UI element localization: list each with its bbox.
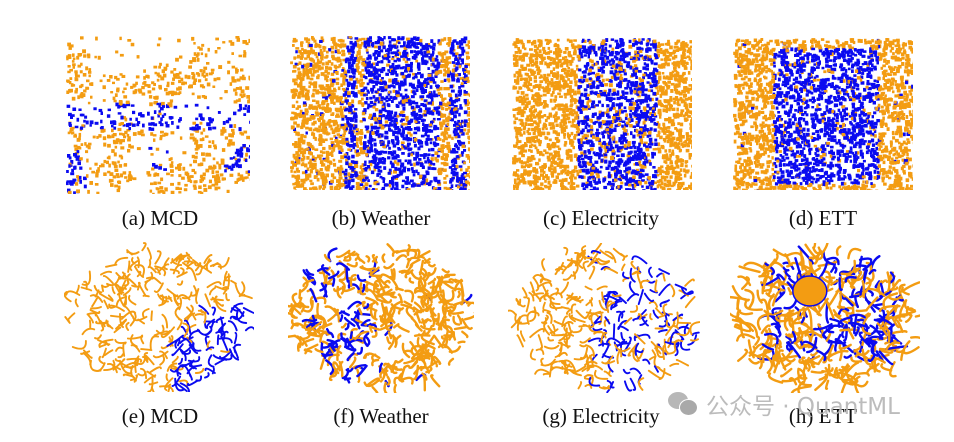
caption-h: (h) ETT: [788, 404, 858, 428]
scatter-plot: [290, 36, 470, 190]
tsne-plot: [64, 242, 254, 392]
tsne-plot: [508, 243, 700, 393]
panel-g: [508, 243, 700, 393]
panel-c: [512, 38, 692, 190]
panel-h: [730, 243, 920, 393]
wechat-icon: [668, 392, 698, 416]
scatter-plot: [733, 38, 913, 190]
caption-d: (d) ETT: [788, 206, 858, 230]
caption-b: (b) Weather: [331, 206, 431, 230]
caption-e: (e) MCD: [121, 404, 199, 428]
caption-g: (g) Electricity: [542, 404, 660, 428]
caption-f: (f) Weather: [333, 404, 429, 428]
watermark: 公众号 · QuantML: [668, 387, 900, 421]
scatter-plot: [66, 36, 250, 194]
panel-b: [290, 36, 470, 190]
caption-a: (a) MCD: [121, 206, 199, 230]
panel-f: [288, 243, 474, 393]
caption-c: (c) Electricity: [542, 206, 660, 230]
scatter-plot: [512, 38, 692, 190]
tsne-plot: [730, 243, 920, 393]
panel-a: [66, 36, 250, 194]
panel-d: [733, 38, 913, 190]
panel-e: [64, 242, 254, 392]
tsne-plot: [288, 243, 474, 393]
watermark-text: 公众号 · QuantML: [706, 394, 900, 420]
